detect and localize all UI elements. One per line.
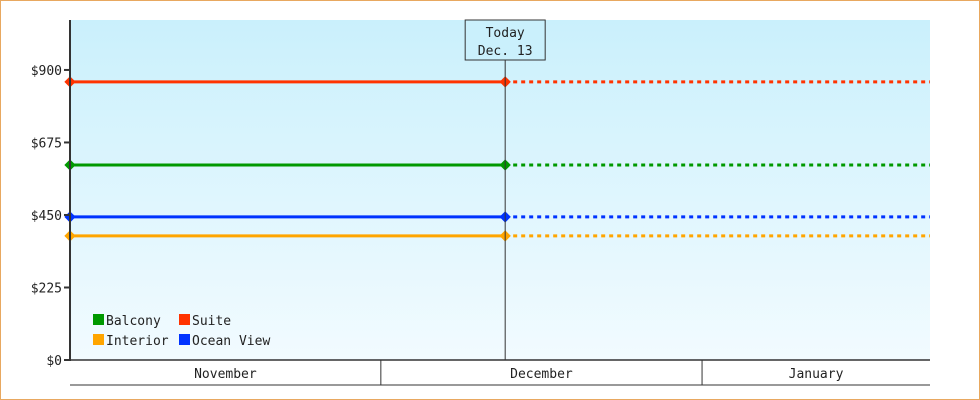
legend-label: Suite — [192, 314, 231, 329]
legend-swatch — [93, 314, 104, 325]
plot-area — [70, 20, 930, 360]
y-tick-label: $900 — [31, 64, 62, 79]
legend-swatch — [179, 314, 190, 325]
legend-label: Ocean View — [192, 334, 270, 349]
y-tick-label: $450 — [31, 209, 62, 224]
y-tick-label: $0 — [46, 354, 62, 369]
y-tick-label: $675 — [31, 136, 62, 151]
y-tick-label: $225 — [31, 281, 62, 296]
month-label: November — [194, 367, 257, 382]
month-label: January — [789, 367, 844, 382]
today-date: Dec. 13 — [478, 44, 533, 59]
legend-swatch — [179, 334, 190, 345]
legend-label: Interior — [106, 334, 169, 349]
today-label: Today — [486, 26, 525, 41]
month-label: December — [510, 367, 573, 382]
legend-swatch — [93, 334, 104, 345]
legend-label: Balcony — [106, 314, 161, 329]
today-box — [464, 19, 546, 61]
